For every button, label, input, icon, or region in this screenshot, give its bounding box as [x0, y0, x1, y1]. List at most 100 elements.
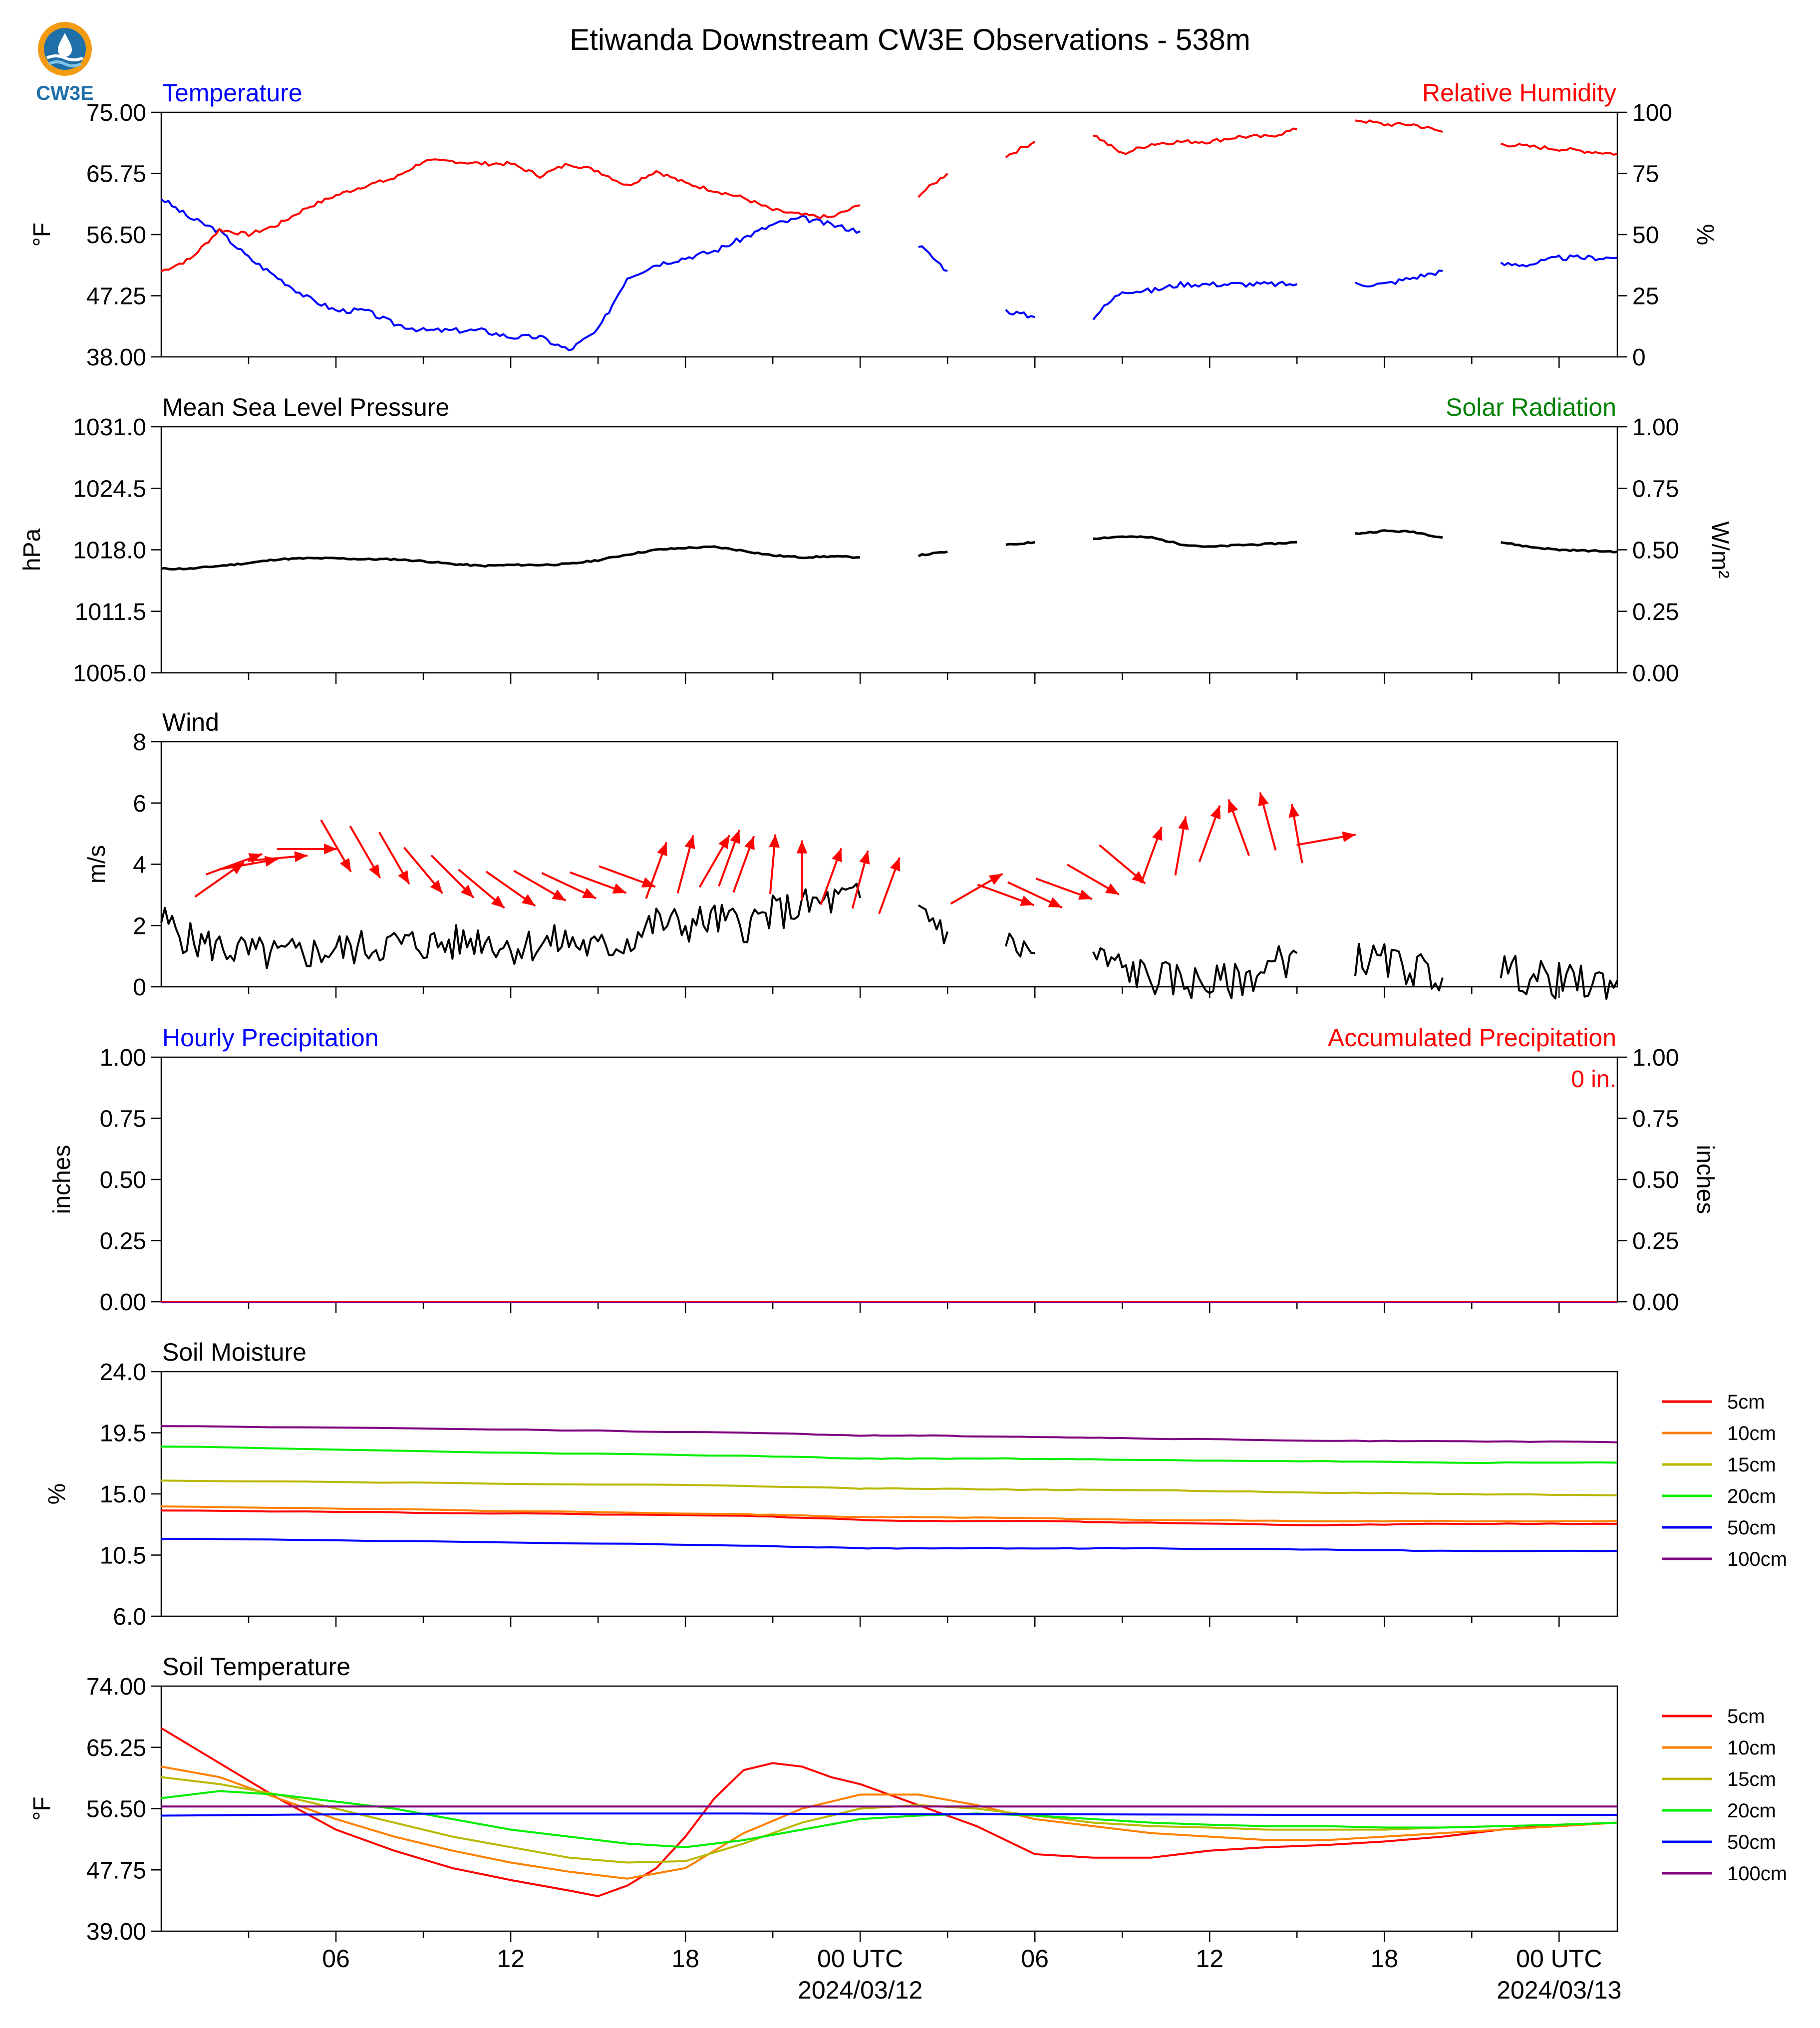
- wind-arrow-head: [744, 836, 755, 851]
- x-tick-label: 18: [1370, 1945, 1398, 1973]
- soil-moisture-20cm-line: [161, 1446, 1618, 1464]
- y-tick-label: 1.00: [100, 1045, 146, 1071]
- wind-arrow-head: [684, 835, 695, 850]
- legend-label: 10cm: [1727, 1737, 1776, 1759]
- plot-frame: [160, 741, 1618, 988]
- panel-title-left: Wind: [162, 708, 219, 736]
- y2-tick-label: 25: [1632, 284, 1659, 310]
- wind-arrow-head: [1020, 895, 1034, 906]
- y2-tick-label: 0.50: [1632, 538, 1679, 564]
- y-tick-label: 6.0: [113, 1604, 146, 1630]
- y-axis-label: hPa: [19, 528, 45, 571]
- wind-speed-line: [160, 882, 1618, 1000]
- legend-label: 50cm: [1727, 1517, 1776, 1539]
- y-tick-label: 47.75: [86, 1857, 146, 1884]
- x-tick-label: 12: [1196, 1945, 1223, 1973]
- temperature-line: [160, 198, 1618, 351]
- y-tick-label: 8: [133, 729, 146, 756]
- y-tick-label: 56.50: [86, 1796, 146, 1823]
- y2-axis-label: inches: [1692, 1145, 1718, 1214]
- y-tick-label: 38.00: [86, 344, 146, 371]
- cw3e-logo-text: CW3E: [36, 82, 94, 104]
- y-tick-label: 75.00: [86, 100, 146, 126]
- wind-arrow-head: [1288, 804, 1300, 818]
- wind-arrow-head: [718, 835, 730, 850]
- wind-arrow-head: [890, 858, 901, 872]
- y2-tick-label: 0.00: [1632, 660, 1679, 687]
- y2-tick-label: 0.75: [1632, 1106, 1679, 1133]
- plot-frame: [160, 1685, 1618, 1932]
- legend-label: 20cm: [1727, 1800, 1776, 1822]
- x-tick-label: 00 UTC: [1516, 1945, 1602, 1973]
- y-tick-label: 65.75: [86, 161, 146, 188]
- y2-tick-label: 75: [1632, 161, 1659, 188]
- wind-arrow-head: [491, 895, 505, 908]
- cw3e-logo-icon: [38, 22, 92, 76]
- y2-tick-label: 1.00: [1632, 1045, 1679, 1071]
- y-tick-label: 2: [133, 913, 146, 939]
- y-tick-label: 1005.0: [73, 660, 146, 687]
- panel-precip: 1.00 0.75 0.50 0.25 0.00 1.00 0.75 0.50 0.25 0.00…: [49, 1024, 1718, 1316]
- wind-arrow-head: [1258, 792, 1269, 807]
- x-tick-label: 12: [497, 1945, 525, 1973]
- y2-tick-label: 1.00: [1632, 414, 1679, 441]
- wind-arrow-head: [796, 840, 808, 854]
- panel-temp: 75.00 65.75 56.50 47.25 38.00 100 75 50 25 0 Tempe…: [29, 79, 1718, 371]
- wind-arrow-head: [398, 870, 409, 884]
- x-tick-label: 06: [1021, 1945, 1049, 1973]
- legend-label: 100cm: [1727, 1863, 1787, 1885]
- wind-arrow-head: [859, 851, 870, 865]
- y-tick-label: 0.75: [100, 1106, 146, 1133]
- wind-arrow-head: [430, 879, 443, 893]
- plot-frame: [160, 111, 1618, 358]
- y2-tick-label: 0.50: [1632, 1167, 1679, 1193]
- legend-label: 50cm: [1727, 1831, 1776, 1853]
- wind-arrow-head: [1178, 816, 1189, 830]
- y-tick-label: 0.50: [100, 1167, 146, 1193]
- wind-arrow-head: [1105, 883, 1119, 895]
- y-axis-label: %: [44, 1483, 70, 1505]
- soil-moisture-10cm-line: [161, 1505, 1618, 1523]
- legend-label: 15cm: [1727, 1768, 1776, 1790]
- legend-label: 5cm: [1727, 1706, 1765, 1728]
- soil-temp-50cm-line: [161, 1812, 1617, 1817]
- y2-tick-label: 50: [1632, 222, 1659, 249]
- y-tick-label: 6: [133, 791, 146, 817]
- y-tick-label: 39.00: [86, 1919, 146, 1945]
- plot-frame: [160, 1056, 1618, 1303]
- y-tick-label: 74.00: [86, 1674, 146, 1700]
- y-tick-label: 56.50: [86, 222, 146, 249]
- y2-tick-label: 100: [1632, 100, 1672, 126]
- y2-tick-label: 0.00: [1632, 1289, 1679, 1316]
- figure-title: Etiwanda Downstream CW3E Observations - …: [570, 23, 1250, 56]
- panel-wind: 8 6 4 2 0 Wind m/s: [84, 708, 1618, 1001]
- wind-arrow-head: [657, 842, 667, 857]
- legend-label: 5cm: [1727, 1391, 1765, 1413]
- wind-arrow-head: [612, 883, 626, 894]
- wind-arrow-head: [769, 834, 780, 848]
- panel-soil-temp: 74.00 65.25 56.50 47.75 39.00 Soil Temperatur…: [29, 1653, 1787, 1945]
- legend-label: 15cm: [1727, 1454, 1776, 1476]
- y2-tick-label: 0: [1632, 344, 1646, 371]
- wind-arrow-head: [730, 830, 740, 844]
- y-tick-label: 65.25: [86, 1735, 146, 1761]
- y-tick-label: 1018.0: [73, 538, 146, 564]
- y-axis-label: °F: [29, 1796, 55, 1821]
- legend-label: 100cm: [1727, 1548, 1787, 1570]
- panel-title-right: Relative Humidity: [1422, 79, 1616, 107]
- pressure-line: [161, 529, 1618, 571]
- soil-temp-10cm-line: [161, 1765, 1618, 1880]
- x-tick-label: 18: [671, 1945, 699, 1973]
- wind-arrow-head: [552, 889, 566, 901]
- wind-arrow-head: [521, 894, 536, 906]
- y2-tick-label: 0.25: [1632, 1228, 1679, 1255]
- wind-arrow-head: [988, 873, 1003, 885]
- y-tick-label: 47.25: [86, 284, 146, 310]
- y-tick-label: 0.25: [100, 1228, 146, 1255]
- accum-precip-total: 0 in.: [1571, 1066, 1616, 1093]
- plot-frame: [160, 426, 1618, 674]
- wind-arrow-head: [369, 864, 380, 878]
- cw3e-logo: CW3E: [30, 15, 100, 105]
- wind-vectors: [194, 792, 1356, 914]
- wind-arrow-head: [1048, 897, 1062, 908]
